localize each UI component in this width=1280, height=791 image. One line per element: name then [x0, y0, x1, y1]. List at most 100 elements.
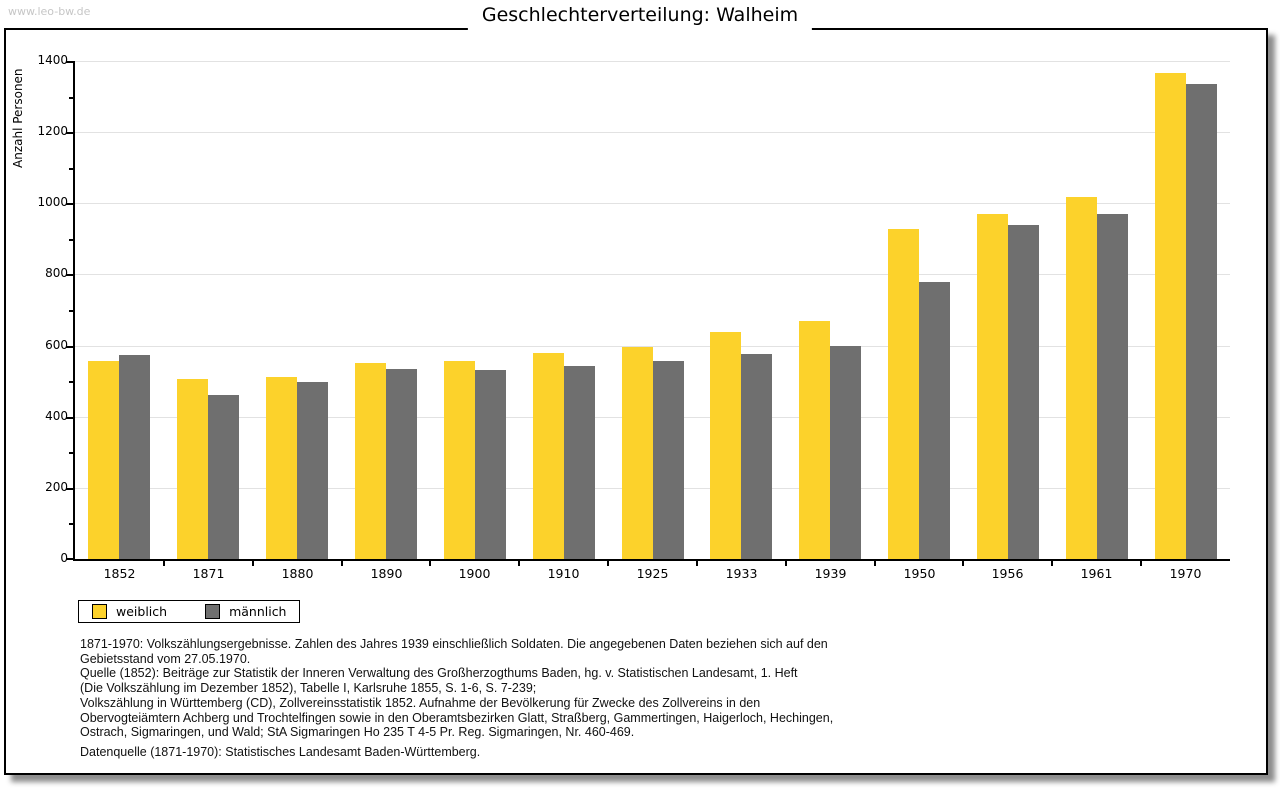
footnote-line-5: Volkszählung in Württemberg (CD), Zollve…: [80, 695, 761, 710]
x-tick-label-1871: 1871: [192, 566, 225, 581]
y-axis-line: [73, 61, 75, 561]
bar-männlich-1961: [1097, 214, 1128, 559]
footnote-line-4: (Die Volkszählung im Dezember 1852), Tab…: [80, 681, 537, 696]
bar-männlich-1852: [119, 355, 150, 559]
y-major-tick-1200: [66, 132, 73, 134]
y-tick-label-400: 400: [45, 409, 68, 423]
footnote-line-6: Obervogteiämtern Achberg und Trochtelfin…: [80, 710, 834, 725]
bar-männlich-1939: [830, 346, 861, 559]
legend-item-männlich: männlich: [205, 604, 286, 619]
y-major-tick-600: [66, 346, 73, 348]
y-minor-tick-300: [69, 452, 73, 454]
x-boundary-tick-12: [1140, 561, 1142, 566]
legend-item-weiblich: weiblich: [92, 604, 167, 619]
gridline-800: [75, 274, 1230, 275]
bar-männlich-1880: [297, 382, 328, 559]
bar-weiblich-1956: [977, 214, 1008, 559]
x-boundary-tick-6: [607, 561, 609, 566]
x-boundary-tick-5: [518, 561, 520, 566]
x-boundary-tick-9: [874, 561, 876, 566]
footnote-line-2: Gebietsstand vom 27.05.1970.: [80, 651, 251, 666]
bar-männlich-1933: [741, 354, 772, 559]
datasource-note: Datenquelle (1871-1970): Statistisches L…: [80, 745, 481, 759]
footnote-line-1: 1871-1970: Volkszählungsergebnisse. Zahl…: [80, 637, 828, 651]
x-boundary-tick-7: [696, 561, 698, 566]
y-major-tick-1400: [66, 61, 73, 63]
x-tick-label-1933: 1933: [725, 566, 758, 581]
y-minor-tick-700: [69, 310, 73, 312]
bar-männlich-1900: [475, 370, 506, 559]
x-boundary-tick-1: [163, 561, 165, 566]
bar-weiblich-1871: [177, 379, 208, 559]
x-boundary-tick-2: [252, 561, 254, 566]
legend-swatch-weiblich: [92, 604, 107, 619]
bar-männlich-1956: [1008, 225, 1039, 559]
bar-männlich-1925: [653, 361, 684, 559]
y-major-tick-200: [66, 488, 73, 490]
y-minor-tick-500: [69, 381, 73, 383]
y-major-tick-1000: [66, 203, 73, 205]
plot-area: [66, 61, 1230, 566]
y-major-tick-0: [66, 558, 73, 560]
bar-männlich-1871: [208, 395, 239, 559]
x-boundary-tick-11: [1051, 561, 1053, 566]
x-tick-label-1970: 1970: [1169, 566, 1202, 581]
x-boundary-tick-4: [429, 561, 431, 566]
x-tick-label-1880: 1880: [281, 566, 314, 581]
y-tick-label-200: 200: [45, 480, 68, 494]
y-minor-tick-900: [69, 239, 73, 241]
x-boundary-tick-10: [962, 561, 964, 566]
y-major-tick-800: [66, 274, 73, 276]
x-boundary-tick-8: [785, 561, 787, 566]
x-tick-label-1961: 1961: [1080, 566, 1113, 581]
x-axis-line: [73, 559, 1230, 561]
y-tick-label-0: 0: [60, 551, 68, 565]
bar-weiblich-1880: [266, 377, 297, 559]
footnotes: 1871-1970: Volkszählungsergebnisse. Zahl…: [80, 637, 960, 740]
legend-label-weiblich: weiblich: [116, 604, 168, 619]
gridline-1400: [75, 61, 1230, 62]
y-tick-label-1200: 1200: [37, 124, 68, 138]
bar-weiblich-1950: [888, 229, 919, 559]
bar-männlich-1910: [564, 366, 595, 559]
bar-weiblich-1890: [355, 363, 386, 559]
x-tick-label-1939: 1939: [814, 566, 847, 581]
x-tick-label-1950: 1950: [903, 566, 936, 581]
bar-männlich-1970: [1186, 84, 1217, 559]
y-minor-tick-1300: [69, 97, 73, 99]
y-tick-label-1000: 1000: [37, 195, 68, 209]
x-boundary-tick-3: [341, 561, 343, 566]
x-tick-label-1890: 1890: [370, 566, 403, 581]
bar-weiblich-1939: [799, 321, 830, 559]
bar-männlich-1890: [386, 369, 417, 559]
footnote-line-3: Quelle (1852): Beiträge zur Statistik de…: [80, 666, 798, 681]
bar-weiblich-1910: [533, 353, 564, 559]
y-major-tick-400: [66, 417, 73, 419]
y-tick-label-600: 600: [45, 338, 68, 352]
bar-weiblich-1925: [622, 347, 653, 559]
legend-label-männlich: männlich: [229, 604, 287, 619]
watermark: www.leo-bw.de: [8, 5, 91, 18]
y-axis-title: Anzahl Personen: [11, 68, 25, 168]
bar-weiblich-1961: [1066, 197, 1097, 559]
y-tick-label-1400: 1400: [37, 53, 68, 67]
gridline-600: [75, 346, 1230, 347]
x-tick-label-1910: 1910: [547, 566, 580, 581]
legend: weiblich männlich: [78, 600, 301, 623]
x-tick-label-1900: 1900: [458, 566, 491, 581]
footnote-line-7: Ostrach, Sigmaringen, und Wald; StA Sigm…: [80, 725, 635, 740]
x-tick-label-1956: 1956: [991, 566, 1024, 581]
gridline-1000: [75, 203, 1230, 204]
bar-männlich-1950: [919, 282, 950, 559]
y-minor-tick-100: [69, 523, 73, 525]
x-tick-label-1925: 1925: [636, 566, 669, 581]
chart-title: Geschlechterverteilung: Walheim: [467, 2, 813, 34]
bar-weiblich-1852: [88, 361, 119, 559]
bar-weiblich-1933: [710, 332, 741, 559]
x-tick-label-1852: 1852: [103, 566, 136, 581]
y-minor-tick-1100: [69, 168, 73, 170]
bar-weiblich-1970: [1155, 73, 1186, 559]
legend-swatch-männlich: [205, 604, 221, 619]
bar-weiblich-1900: [444, 361, 475, 559]
